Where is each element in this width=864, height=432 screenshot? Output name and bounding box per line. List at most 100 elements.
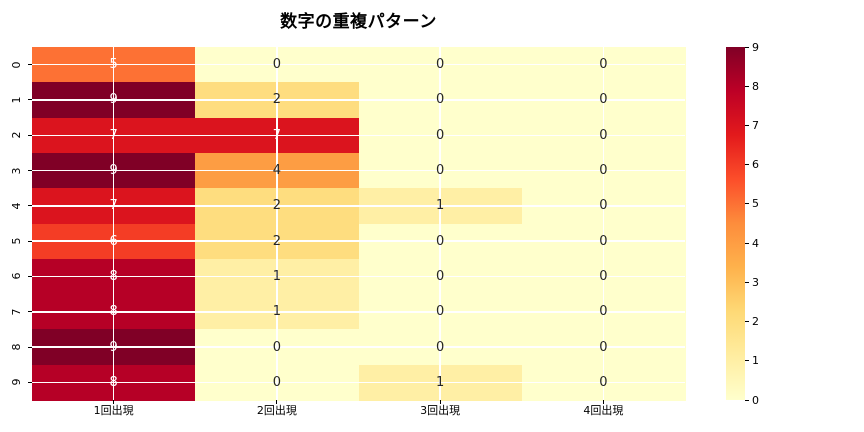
x-tick xyxy=(439,400,441,404)
colorbar-tick-label: 4 xyxy=(752,236,759,250)
cell-value: 0 xyxy=(599,374,608,390)
colorbar xyxy=(726,47,745,400)
grid-line-horizontal xyxy=(32,275,685,278)
cell-value: 0 xyxy=(435,233,445,249)
chart-title: 数字の重複パターン xyxy=(280,12,437,32)
cell-value: 0 xyxy=(599,198,608,214)
cell-value: 0 xyxy=(599,57,608,73)
cell-value: 0 xyxy=(435,163,445,179)
cell-value: 2 xyxy=(272,233,282,249)
cell-value: 7 xyxy=(272,127,282,143)
x-tick-label: 2回出現 xyxy=(256,404,297,417)
cell-value: 0 xyxy=(599,304,608,320)
heatmap-grid-layer xyxy=(32,47,685,400)
cell-value: 0 xyxy=(272,339,282,355)
y-tick xyxy=(28,134,32,136)
cell-value: 7 xyxy=(109,127,118,143)
y-tick xyxy=(28,99,32,101)
y-tick-label: 3 xyxy=(9,167,23,175)
cell-value: 1 xyxy=(435,198,445,214)
grid-line-horizontal xyxy=(32,134,685,136)
cell-value: 0 xyxy=(599,268,608,284)
cell-value: 2 xyxy=(272,198,282,214)
grid-line-horizontal xyxy=(32,169,685,172)
cell-value: 0 xyxy=(272,374,282,390)
colorbar-tick xyxy=(745,203,749,205)
grid-line-vertical xyxy=(276,47,278,400)
grid-line-vertical xyxy=(112,47,115,400)
colorbar-tick-label: 9 xyxy=(752,40,759,54)
colorbar-tick-label: 0 xyxy=(752,393,759,407)
cell-value: 0 xyxy=(435,92,445,108)
x-tick-label: 3回出現 xyxy=(420,404,461,417)
cell-value: 1 xyxy=(272,304,282,320)
colorbar-tick xyxy=(745,399,749,401)
cell-value: 0 xyxy=(599,163,608,179)
colorbar-tick xyxy=(745,46,749,48)
grid-line-horizontal xyxy=(32,205,685,207)
y-tick-label: 8 xyxy=(9,343,23,351)
colorbar-tick-label: 7 xyxy=(752,118,759,132)
colorbar-tick xyxy=(745,360,749,362)
y-tick-label: 4 xyxy=(9,202,23,210)
cell-value: 5 xyxy=(109,57,118,73)
cell-value: 2 xyxy=(272,92,282,108)
colorbar-tick-label: 8 xyxy=(752,79,759,93)
colorbar-tick-label: 1 xyxy=(752,354,759,368)
grid-line-horizontal xyxy=(32,381,685,384)
grid-line-horizontal xyxy=(32,240,685,242)
colorbar-tick xyxy=(745,242,749,244)
cell-value: 0 xyxy=(599,339,608,355)
grid-line-vertical xyxy=(439,47,441,400)
cell-value: 8 xyxy=(109,304,118,320)
y-tick-label: 0 xyxy=(9,61,23,69)
y-tick-label: 6 xyxy=(9,272,23,280)
colorbar-tick xyxy=(745,321,749,323)
y-tick xyxy=(28,275,32,277)
cell-value: 0 xyxy=(599,92,608,108)
colorbar-tick-label: 2 xyxy=(752,315,759,329)
cell-value: 4 xyxy=(272,163,282,179)
colorbar-tick-label: 6 xyxy=(752,158,759,172)
cell-value: 9 xyxy=(109,92,118,108)
cell-value: 7 xyxy=(109,198,118,214)
y-tick-label: 9 xyxy=(9,378,23,386)
colorbar-tick xyxy=(745,281,749,283)
cell-value: 0 xyxy=(435,127,445,143)
cell-value: 0 xyxy=(435,268,445,284)
cell-value: 8 xyxy=(109,374,118,390)
cell-value: 6 xyxy=(109,233,118,249)
cell-value: 0 xyxy=(435,304,445,320)
grid-line-horizontal xyxy=(32,63,685,66)
colorbar-tick xyxy=(745,124,749,126)
x-tick-label: 4回出現 xyxy=(583,404,624,417)
y-tick xyxy=(28,311,32,313)
x-tick xyxy=(602,400,604,404)
grid-line-horizontal xyxy=(32,346,685,348)
y-tick xyxy=(28,381,32,383)
cell-value: 8 xyxy=(109,268,118,284)
y-tick xyxy=(28,64,32,66)
cell-value: 0 xyxy=(599,233,608,249)
cell-value: 9 xyxy=(109,163,118,179)
y-tick xyxy=(28,170,32,172)
y-tick xyxy=(28,240,32,242)
colorbar-tick-label: 5 xyxy=(752,197,759,211)
y-tick-label: 2 xyxy=(9,131,23,139)
cell-value: 1 xyxy=(272,268,282,284)
x-tick xyxy=(276,400,278,404)
cell-value: 0 xyxy=(599,127,608,143)
cell-value: 0 xyxy=(272,57,282,73)
x-tick xyxy=(113,400,115,404)
grid-line-horizontal xyxy=(32,311,685,313)
cell-value: 1 xyxy=(435,374,445,390)
cell-value: 0 xyxy=(435,57,445,73)
grid-line-horizontal xyxy=(32,99,685,101)
y-tick xyxy=(28,205,32,207)
cell-value: 0 xyxy=(435,339,445,355)
y-tick-label: 1 xyxy=(9,96,23,104)
cell-value: 9 xyxy=(109,339,118,355)
grid-line-vertical xyxy=(602,47,605,400)
